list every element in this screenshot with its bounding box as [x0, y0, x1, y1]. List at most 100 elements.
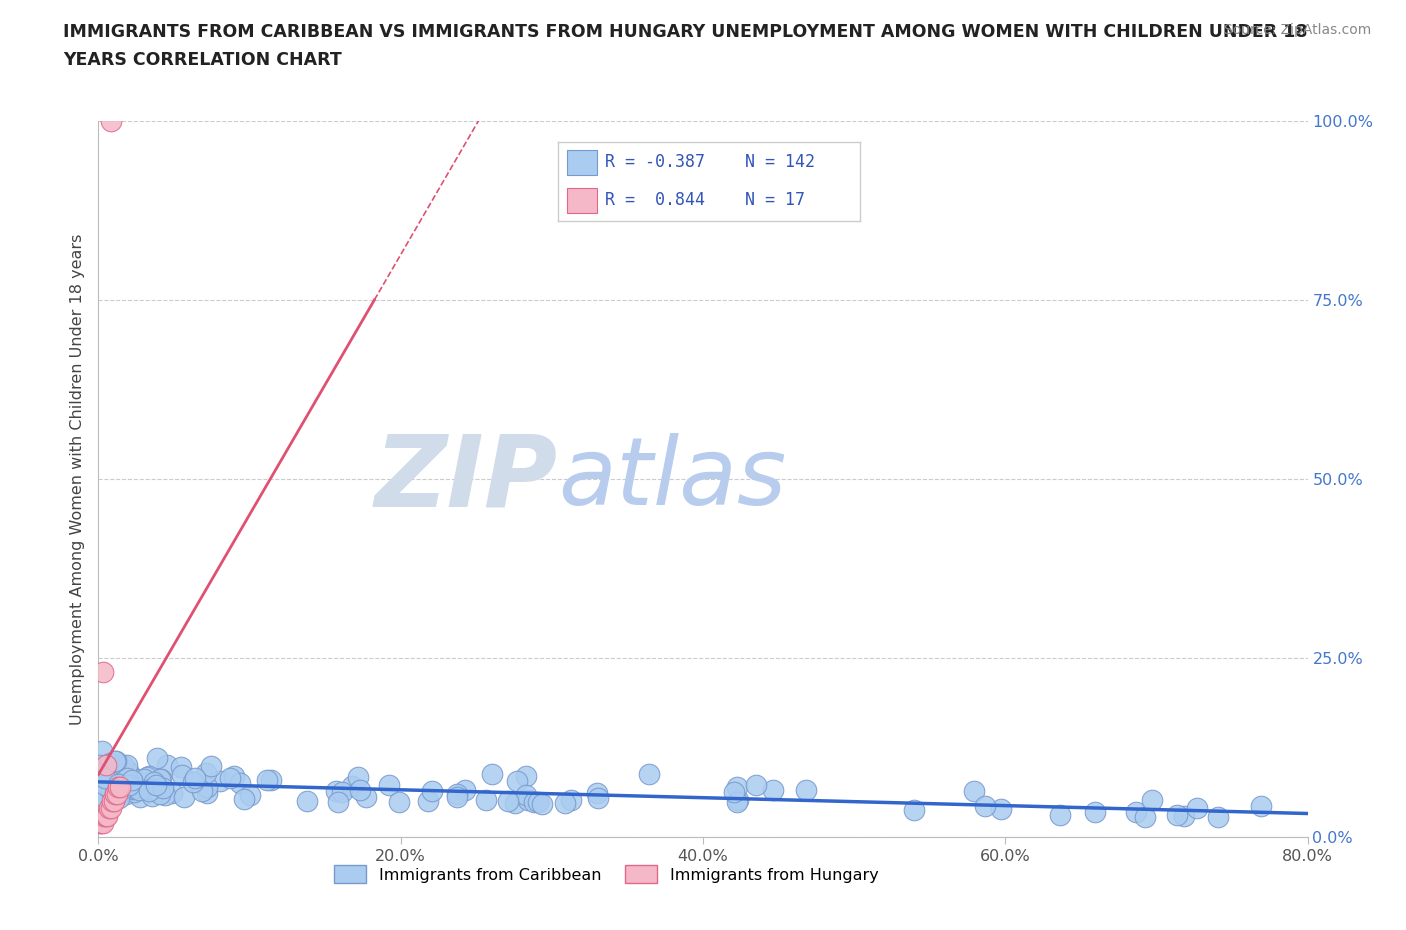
Point: [762, 782, 785, 797]
Point: [139, 781, 162, 796]
Point: [150, 771, 173, 786]
Point: [138, 769, 160, 784]
Point: [124, 784, 146, 799]
Point: [108, 774, 131, 789]
Point: [122, 776, 145, 790]
Point: [588, 790, 610, 805]
Point: [118, 777, 141, 791]
Point: [446, 787, 468, 802]
Point: [114, 765, 136, 780]
Point: [112, 780, 135, 795]
Point: [117, 777, 139, 792]
Point: [115, 781, 138, 796]
Point: [138, 783, 160, 798]
Point: [101, 760, 124, 775]
Point: [153, 788, 176, 803]
Point: [481, 766, 503, 781]
Point: [1208, 809, 1230, 824]
Point: [136, 769, 159, 784]
Point: [89, 787, 111, 802]
Point: [94, 758, 117, 773]
Point: [330, 784, 353, 799]
Point: [990, 801, 1012, 816]
Point: [191, 784, 214, 799]
Point: [118, 779, 141, 794]
Point: [170, 767, 193, 782]
Point: [349, 783, 371, 798]
Point: [1187, 801, 1209, 816]
Point: [121, 774, 143, 789]
Point: [354, 790, 377, 804]
Point: [554, 796, 576, 811]
Point: [506, 774, 529, 789]
Point: [132, 772, 155, 787]
Point: [89, 757, 111, 772]
Text: Source: ZipAtlas.com: Source: ZipAtlas.com: [1223, 23, 1371, 37]
Point: [108, 779, 131, 794]
Point: [101, 789, 124, 804]
Point: [195, 779, 218, 794]
Point: [98, 781, 121, 796]
Point: [638, 766, 661, 781]
Point: [420, 784, 443, 799]
Point: [162, 785, 184, 800]
Point: [129, 790, 152, 804]
Point: [145, 778, 167, 793]
Point: [96, 808, 118, 823]
Point: [91, 789, 114, 804]
Point: [104, 778, 127, 793]
Point: [228, 776, 250, 790]
Point: [523, 795, 546, 810]
Point: [515, 768, 537, 783]
Point: [727, 793, 749, 808]
Point: [118, 776, 141, 790]
Point: [91, 665, 114, 680]
Point: [141, 789, 163, 804]
Point: [121, 781, 143, 796]
Point: [962, 784, 984, 799]
Point: [103, 779, 125, 794]
Point: [239, 788, 262, 803]
Point: [194, 765, 217, 780]
Point: [100, 113, 122, 128]
Point: [496, 794, 519, 809]
Point: [90, 785, 112, 800]
Point: [125, 771, 148, 786]
Text: ZIP: ZIP: [375, 431, 558, 527]
Point: [347, 769, 370, 784]
Point: [527, 794, 550, 809]
Point: [328, 794, 350, 809]
Point: [94, 777, 117, 792]
Point: [107, 777, 129, 791]
Point: [149, 787, 172, 802]
Point: [725, 779, 748, 794]
Point: [121, 772, 143, 787]
Point: [173, 790, 195, 804]
Point: [388, 795, 411, 810]
Text: atlas: atlas: [558, 433, 786, 525]
Point: [256, 773, 278, 788]
Point: [446, 790, 468, 804]
Text: YEARS CORRELATION CHART: YEARS CORRELATION CHART: [63, 51, 342, 69]
Point: [111, 757, 134, 772]
Point: [794, 782, 817, 797]
Point: [183, 771, 205, 786]
Point: [115, 774, 138, 789]
Point: [114, 787, 136, 802]
Point: [117, 758, 139, 773]
Point: [295, 793, 318, 808]
Point: [105, 787, 128, 802]
Point: [143, 774, 166, 789]
Point: [121, 777, 143, 791]
Point: [973, 799, 995, 814]
Point: [104, 753, 127, 768]
Point: [115, 770, 138, 785]
Point: [208, 773, 231, 788]
Point: [97, 786, 120, 801]
Y-axis label: Unemployment Among Women with Children Under 18 years: Unemployment Among Women with Children U…: [69, 233, 84, 724]
Point: [91, 816, 114, 830]
Point: [94, 771, 117, 786]
Point: [104, 787, 127, 802]
Point: [1049, 807, 1071, 822]
Point: [93, 808, 115, 823]
